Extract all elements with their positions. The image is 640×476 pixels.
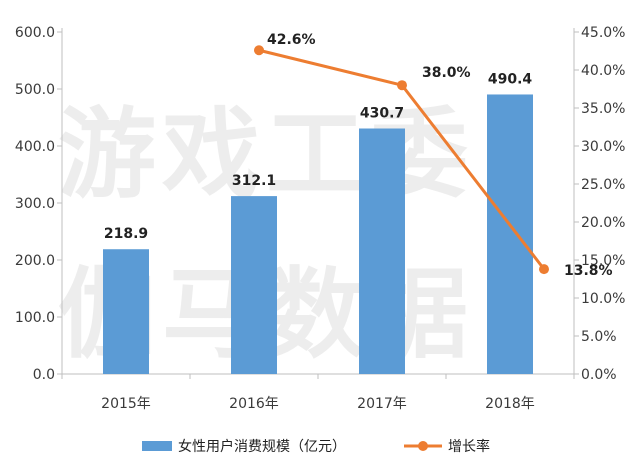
bar bbox=[231, 196, 277, 374]
growth-rate-point bbox=[254, 45, 264, 56]
watermark-text: 游戏工委 bbox=[58, 98, 474, 212]
x-tick-label: 2015年 bbox=[101, 396, 151, 412]
x-tick-label: 2016年 bbox=[229, 396, 279, 412]
right-tick-label: 5.0% bbox=[581, 329, 617, 345]
x-tick-label: 2017年 bbox=[357, 396, 407, 412]
left-tick-label: 600.0 bbox=[15, 25, 55, 41]
right-tick-label: 20.0% bbox=[581, 215, 625, 231]
right-tick-label: 45.0% bbox=[581, 25, 625, 41]
growth-rate-label: 13.8% bbox=[564, 263, 613, 279]
left-tick-label: 100.0 bbox=[15, 310, 55, 326]
bar bbox=[103, 249, 149, 374]
growth-rate-label: 42.6% bbox=[267, 32, 316, 48]
right-tick-label: 10.0% bbox=[581, 291, 625, 307]
bar-value-label: 312.1 bbox=[232, 173, 276, 189]
legend-line-label: 增长率 bbox=[448, 438, 490, 455]
legend-line-marker bbox=[418, 441, 428, 451]
left-tick-label: 0.0 bbox=[33, 367, 55, 383]
right-tick-label: 40.0% bbox=[581, 63, 625, 79]
right-tick-label: 0.0% bbox=[581, 367, 617, 383]
legend-bar-label: 女性用户消费规模（亿元） bbox=[178, 438, 346, 455]
bar bbox=[359, 128, 405, 374]
growth-rate-point bbox=[539, 264, 549, 275]
x-tick-label: 2018年 bbox=[485, 396, 535, 412]
right-tick-label: 25.0% bbox=[581, 177, 625, 193]
legend-bar-swatch bbox=[142, 441, 172, 451]
left-tick-label: 500.0 bbox=[15, 82, 55, 98]
bar-value-label: 218.9 bbox=[104, 226, 148, 242]
bar bbox=[487, 94, 533, 375]
left-tick-label: 200.0 bbox=[15, 253, 55, 269]
bar-value-label: 430.7 bbox=[360, 106, 404, 122]
left-tick-label: 300.0 bbox=[15, 196, 55, 212]
left-tick-label: 400.0 bbox=[15, 139, 55, 155]
right-tick-label: 30.0% bbox=[581, 139, 625, 155]
growth-rate-label: 38.0% bbox=[422, 65, 471, 81]
bar-value-label: 490.4 bbox=[488, 71, 533, 87]
right-tick-label: 35.0% bbox=[581, 101, 625, 117]
growth-rate-point bbox=[397, 80, 407, 91]
right-tick-label: 15.0% bbox=[581, 253, 625, 269]
